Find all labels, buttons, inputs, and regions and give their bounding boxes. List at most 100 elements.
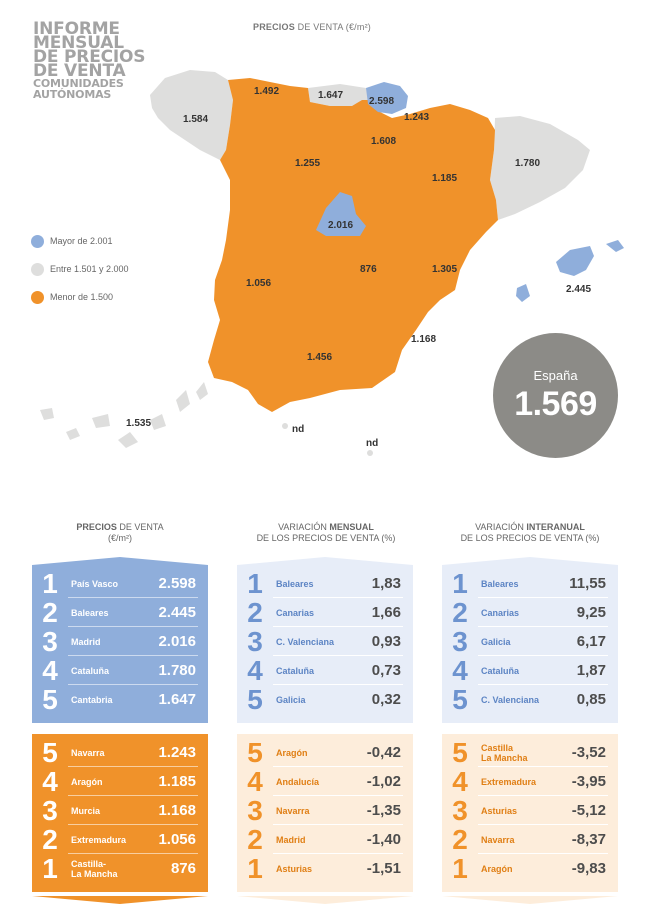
region-name: Aragón: [276, 747, 308, 758]
region-name: Navarra: [481, 834, 515, 845]
report-title-line: DE PRECIOS: [33, 47, 146, 67]
monthly-top-panel: 1 Baleares 1,83 2 Canarias 1,66 3 C. Valenciana…: [237, 557, 413, 727]
spain-value: 1.569: [514, 385, 597, 423]
ranking-row: 2 Baleares 2.445: [32, 598, 208, 627]
rank-number: 5: [42, 683, 58, 715]
rank-number: 5: [247, 736, 263, 768]
region-name: Navarra: [71, 747, 105, 758]
label-castilla-la-mancha: 876: [360, 264, 377, 275]
region-name: Baleares: [276, 578, 314, 589]
ranking-row: 1 Asturias -1,51: [237, 854, 413, 883]
row-divider: [68, 824, 198, 825]
ranking-row: 5 Galicia 0,32: [237, 685, 413, 714]
row-divider: [273, 853, 403, 854]
prices-title-bold: PRECIOS: [76, 522, 117, 532]
panel-tab: [442, 557, 618, 565]
legend-item-mid: Entre 1.501 y 2.000: [31, 262, 129, 276]
rank-value: 2.016: [158, 633, 196, 650]
report-title-line: INFORME: [33, 19, 120, 39]
region-canarias: [40, 382, 208, 448]
map-title-bold: PRECIOS: [253, 22, 295, 32]
panel-body: 1 Baleares 11,55 2 Canarias 9,25 3 Galicia 6,17 4…: [442, 565, 618, 723]
rank-value: 0,85: [576, 691, 606, 708]
region-name: Extremadura: [481, 776, 537, 787]
region-cataluna: [490, 116, 590, 220]
report-title: INFORME MENSUAL DE PRECIOS DE VENTA COMU…: [33, 19, 163, 101]
rank-number: 2: [452, 596, 468, 628]
ranking-row: 2 Canarias 1,66: [237, 598, 413, 627]
region-name: Castilla La Mancha: [481, 742, 528, 763]
panel-tab: [32, 896, 208, 904]
ranking-row: 1 Baleares 1,83: [237, 569, 413, 598]
row-divider: [478, 824, 608, 825]
ranking-row: 1 Baleares 11,55: [442, 569, 618, 598]
ranking-row: 5 Castilla La Mancha -3,52: [442, 738, 618, 767]
region-name: Galicia: [276, 694, 306, 705]
rank-value: -1,40: [366, 831, 401, 848]
rank-number: 1: [42, 567, 58, 599]
row-divider: [68, 853, 198, 854]
rank-number: 1: [452, 852, 468, 884]
row-divider: [68, 597, 198, 598]
ranking-row: 5 Navarra 1.243: [32, 738, 208, 767]
yearly-column-title: VARIACIÓN INTERANUAL DE LOS PRECIOS DE V…: [440, 522, 620, 544]
ranking-row: 3 Murcia 1.168: [32, 796, 208, 825]
rank-value: 1.243: [158, 744, 196, 761]
label-la-rioja: 1.608: [371, 136, 396, 147]
rank-number: 4: [247, 654, 263, 686]
rank-value: -0,42: [366, 744, 401, 761]
rank-value: -1,51: [366, 860, 401, 877]
label-cantabria: 1.647: [318, 90, 343, 101]
legend-dot: [31, 234, 44, 248]
label-canarias: 1.535: [126, 418, 151, 429]
region-ceuta: [282, 423, 288, 429]
region-name: Cataluña: [276, 665, 315, 676]
rank-value: -5,12: [571, 802, 606, 819]
rank-value: -3,52: [571, 744, 606, 761]
label-murcia: 1.168: [411, 334, 436, 345]
label-andalucia: 1.456: [307, 352, 332, 363]
region-name: Aragón: [481, 863, 513, 874]
panel-tab: [442, 896, 618, 904]
region-name: País Vasco: [71, 578, 119, 589]
region-name: Baleares: [481, 578, 519, 589]
spain-total-badge: España 1.569: [493, 333, 618, 458]
region-name: Aragón: [71, 776, 103, 787]
yearly-title-pre: VARIACIÓN: [475, 522, 527, 532]
row-divider: [478, 684, 608, 685]
row-divider: [478, 655, 608, 656]
ranking-row: 3 Asturias -5,12: [442, 796, 618, 825]
region-melilla: [367, 450, 373, 456]
region-orange-body: [208, 78, 498, 412]
rank-value: 2.445: [158, 604, 196, 621]
rank-number: 2: [42, 823, 58, 855]
rank-number: 3: [42, 794, 58, 826]
region-madrid: [316, 192, 366, 236]
region-name: Murcia: [71, 805, 101, 816]
ranking-row: 2 Extremadura 1.056: [32, 825, 208, 854]
region-name: Extremadura: [71, 834, 127, 845]
region-name: Castilla- La Mancha: [71, 858, 118, 879]
legend-dot: [31, 262, 44, 276]
rank-number: 1: [452, 567, 468, 599]
row-divider: [478, 766, 608, 767]
monthly-title-line2: DE LOS PRECIOS DE VENTA (%): [256, 533, 396, 543]
rank-number: 2: [247, 823, 263, 855]
ranking-row: 2 Navarra -8,37: [442, 825, 618, 854]
row-divider: [478, 597, 608, 598]
rank-value: 1.647: [158, 691, 196, 708]
row-divider: [68, 655, 198, 656]
prices-top-panel: 1 País Vasco 2.598 2 Baleares 2.445 3 Madrid 2.0…: [32, 557, 208, 727]
region-name: Asturias: [481, 805, 518, 816]
rank-number: 5: [452, 683, 468, 715]
monthly-title-pre: VARIACIÓN: [278, 522, 330, 532]
spain-map: 1.584 1.492 1.647 2.598 1.243 1.608 1.25…: [40, 70, 624, 456]
rank-number: 3: [452, 794, 468, 826]
yearly-title-bold: INTERANUAL: [526, 522, 585, 532]
prices-title-rest: DE VENTA: [116, 522, 164, 532]
rank-value: 1.780: [158, 662, 196, 679]
legend-label: Mayor de 2.001: [50, 236, 113, 246]
row-divider: [273, 824, 403, 825]
ranking-row: 4 Extremadura -3,95: [442, 767, 618, 796]
panel-tab: [32, 557, 208, 565]
